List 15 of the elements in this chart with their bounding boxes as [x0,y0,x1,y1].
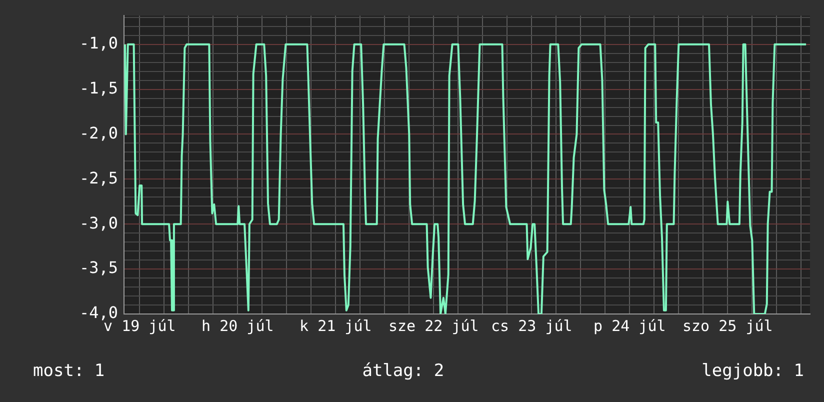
x-tick-label: cs 23 júl [491,316,572,335]
text: most: 1 [33,361,105,381]
y-tick-label: -2,0 [79,123,118,142]
x-tick-label: k 21 júl [300,316,372,335]
y-tick-label: -1,0 [79,34,118,53]
text: átlag: 2 [362,361,444,381]
text: legjobb: 1 [702,361,804,381]
x-tick-label: szo 25 júl [682,316,773,335]
y-tick-label: -1,5 [79,78,118,98]
x-tick-label: sze 22 júl [388,316,479,335]
y-tick-label: -3,0 [79,213,118,232]
x-tick-label: p 24 júl [594,316,666,335]
y-tick-label: -2,5 [79,168,118,188]
y-tick-label: -3,5 [79,258,118,278]
x-tick-label: h 20 júl [202,316,274,335]
